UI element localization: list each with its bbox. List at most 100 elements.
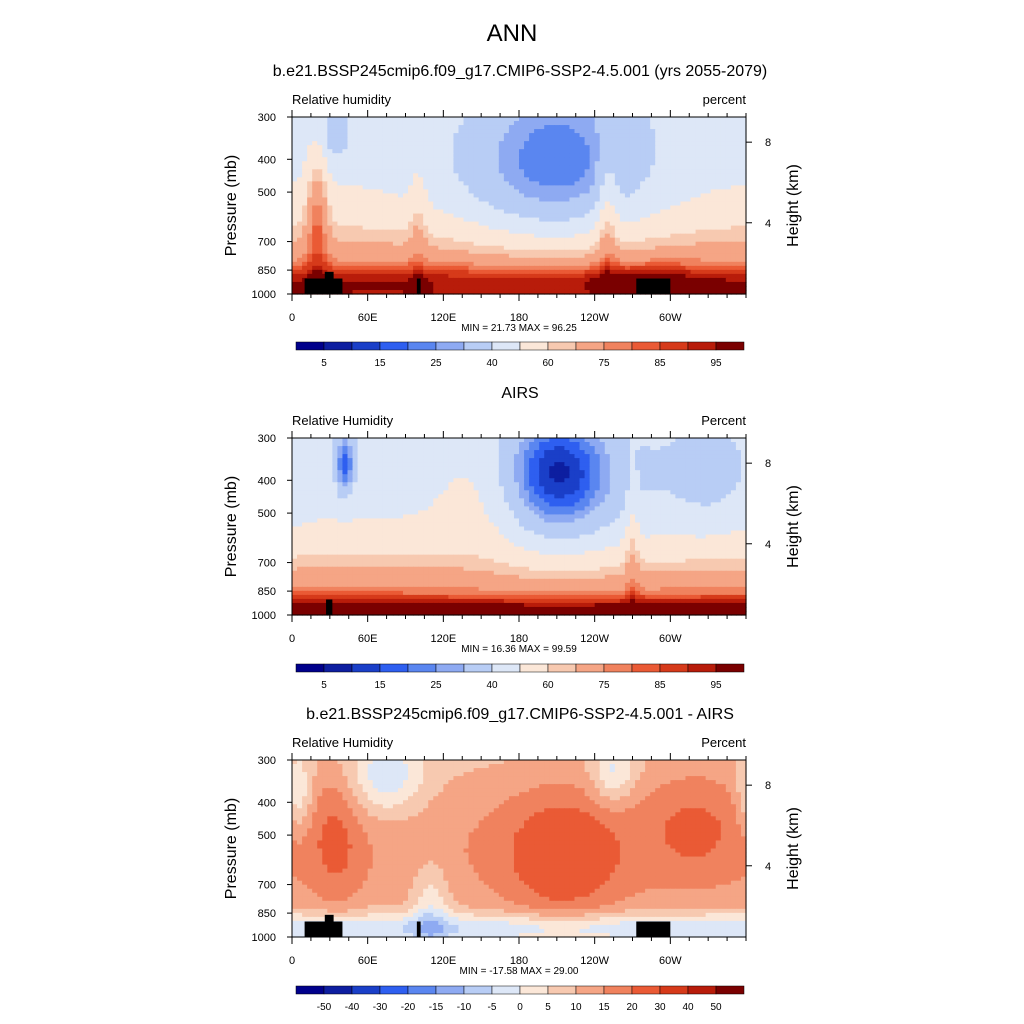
heatmap-cell	[362, 442, 369, 447]
heatmap-cell	[705, 458, 712, 463]
heatmap-cell	[519, 273, 525, 279]
heatmap-cell	[382, 121, 389, 126]
heatmap-cell	[559, 261, 565, 267]
heatmap-cell	[312, 209, 318, 215]
heatmap-cell	[730, 281, 737, 287]
heatmap-cell	[292, 285, 298, 291]
heatmap-cell	[468, 269, 475, 275]
heatmap-cell	[650, 462, 656, 467]
heatmap-cell	[332, 245, 338, 251]
heatmap-cell	[372, 157, 379, 162]
heatmap-cell	[730, 133, 737, 138]
heatmap-cell	[453, 454, 460, 459]
heatmap-cell	[408, 161, 414, 166]
heatmap-cell	[584, 121, 591, 126]
heatmap-cell	[660, 257, 666, 263]
heatmap-cell	[640, 201, 646, 207]
heatmap-cell	[569, 466, 576, 471]
heatmap-cell	[443, 265, 449, 271]
heatmap-cell	[468, 454, 475, 459]
heatmap-cell	[635, 149, 641, 154]
heatmap-cell	[342, 281, 349, 287]
heatmap-cell	[619, 221, 626, 227]
heatmap-cell	[725, 241, 732, 247]
heatmap-cell	[397, 257, 404, 263]
heatmap-cell	[312, 205, 318, 211]
heatmap-cell	[604, 185, 611, 191]
heatmap-cell	[700, 450, 707, 455]
heatmap-cell	[624, 209, 631, 215]
heatmap-cell	[549, 169, 555, 174]
heatmap-cell	[730, 245, 737, 251]
heatmap-cell	[508, 241, 515, 247]
heatmap-cell	[544, 442, 550, 447]
heatmap-cell	[372, 285, 379, 291]
heatmap-cell	[423, 213, 429, 219]
heatmap-cell	[740, 213, 747, 219]
heatmap-cell	[650, 177, 656, 182]
heatmap-cell	[549, 446, 555, 451]
heatmap-cell	[624, 446, 631, 451]
heatmap-cell	[544, 474, 550, 479]
heatmap-cell	[695, 261, 702, 267]
heatmap-cell	[534, 177, 540, 182]
heatmap-cell	[635, 141, 641, 146]
heatmap-cell	[423, 265, 429, 271]
heatmap-cell	[402, 121, 409, 126]
heatmap-cell	[322, 141, 328, 146]
heatmap-cell	[569, 153, 576, 158]
heatmap-cell	[402, 153, 409, 158]
heatmap-cell	[503, 185, 510, 191]
heatmap-cell	[508, 273, 515, 279]
heatmap-cell	[387, 462, 394, 467]
heatmap-cell	[619, 165, 626, 170]
heatmap-cell	[508, 149, 515, 154]
heatmap-cell	[483, 253, 490, 259]
heatmap-cell	[660, 189, 666, 195]
heatmap-cell	[544, 173, 550, 178]
heatmap-cell	[357, 181, 364, 186]
heatmap-cell	[655, 125, 661, 130]
heatmap-cell	[710, 458, 717, 463]
heatmap-cell	[483, 237, 490, 243]
heatmap-cell	[498, 237, 505, 243]
heatmap-cell	[715, 265, 722, 271]
heatmap-cell	[609, 257, 616, 263]
heatmap-cell	[660, 462, 666, 467]
heatmap-cell	[453, 233, 460, 239]
heatmap-cell	[297, 261, 303, 267]
heatmap-cell	[337, 161, 344, 166]
heatmap-cell	[519, 289, 525, 295]
heatmap-cell	[483, 145, 490, 150]
heatmap-cell	[534, 285, 540, 291]
heatmap-cell	[478, 213, 485, 219]
heatmap-cell	[317, 117, 323, 122]
heatmap-cell	[604, 273, 611, 279]
heatmap-cell	[685, 450, 692, 455]
heatmap-cell	[660, 438, 666, 443]
heatmap-cell	[529, 237, 535, 243]
heatmap-cell	[292, 189, 298, 195]
heatmap-cell	[619, 442, 626, 447]
heatmap-cell	[428, 470, 434, 475]
heatmap-cell	[710, 273, 717, 279]
heatmap-cell	[493, 205, 500, 211]
heatmap-cell	[362, 478, 369, 483]
heatmap-cell	[534, 442, 540, 447]
heatmap-cell	[534, 466, 540, 471]
heatmap-cell	[539, 153, 545, 158]
heatmap-cell	[402, 201, 409, 207]
heatmap-cell	[443, 121, 449, 126]
heatmap-cell	[423, 470, 429, 475]
heatmap-cell	[614, 145, 621, 150]
heatmap-cell	[413, 157, 419, 162]
heatmap-cell	[614, 253, 621, 259]
heatmap-cell	[408, 285, 414, 291]
heatmap-cell	[408, 149, 414, 154]
heatmap-cell	[670, 193, 676, 199]
heatmap-cell	[519, 221, 525, 227]
heatmap-cell	[513, 201, 520, 207]
heatmap-cell	[725, 137, 732, 142]
heatmap-cell	[675, 213, 682, 219]
heatmap-cell	[302, 221, 308, 227]
